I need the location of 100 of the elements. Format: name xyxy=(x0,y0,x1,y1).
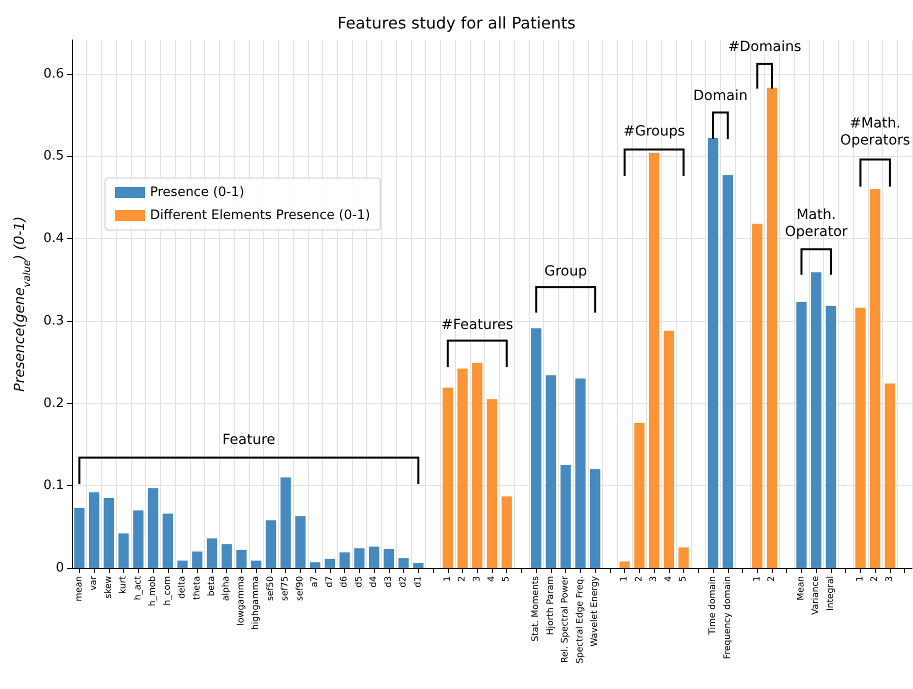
x-tick-label: d3 xyxy=(384,576,394,588)
bar xyxy=(472,362,482,568)
bar xyxy=(855,308,866,568)
x-tick-label: 3 xyxy=(649,576,660,582)
bar xyxy=(192,552,202,568)
bar xyxy=(560,465,571,568)
x-tick-label: highgamma xyxy=(251,576,262,630)
annotation: Math. Operator xyxy=(784,206,848,240)
x-tick-label: 1 xyxy=(442,576,453,582)
x-tick-label: 2 xyxy=(634,576,644,582)
bar xyxy=(133,510,144,568)
bar xyxy=(310,562,320,568)
x-tick-label: Frequency domain xyxy=(722,576,733,660)
x-tick-label: h_mob xyxy=(148,576,158,606)
bar xyxy=(177,560,188,568)
bar xyxy=(266,520,276,568)
bar xyxy=(339,552,350,568)
annotation: #Math. Operators xyxy=(840,115,910,148)
annotation: Group xyxy=(544,263,588,280)
x-tick-label: h_com xyxy=(162,576,173,606)
bar xyxy=(870,189,880,568)
bar xyxy=(324,558,336,568)
bar xyxy=(708,138,718,568)
bar xyxy=(634,423,645,568)
x-tick-label: sef90 xyxy=(295,576,306,601)
x-tick-label: lowgamma xyxy=(236,576,246,626)
x-tick-label: Time domain xyxy=(708,576,718,636)
y-tick-label: 0.4 xyxy=(43,231,64,246)
bar xyxy=(486,399,498,568)
x-tick-label: Variance xyxy=(811,576,822,615)
y-tick-label: 0.2 xyxy=(43,396,64,411)
x-tick-label: 2 xyxy=(458,576,468,582)
x-tick-label: alpha xyxy=(222,576,232,601)
chart-title: Features study for all Patients xyxy=(337,14,576,32)
x-tick-label: delta xyxy=(178,576,188,599)
bar xyxy=(884,383,896,568)
bar xyxy=(531,328,542,568)
bar xyxy=(826,306,836,568)
bar xyxy=(442,388,453,568)
bar xyxy=(619,561,630,568)
bar xyxy=(648,152,660,568)
x-tick-label: d6 xyxy=(340,576,350,588)
x-tick-label: Integral xyxy=(826,576,836,611)
x-tick-label: beta xyxy=(207,576,217,596)
bar xyxy=(722,175,733,568)
x-tick-label: d2 xyxy=(398,576,409,588)
x-tick-label: 1 xyxy=(620,576,630,582)
legend-label: Different Elements Presence (0-1) xyxy=(150,208,370,223)
annotation: Domain xyxy=(693,88,748,104)
bar xyxy=(251,560,262,568)
x-tick-label: d1 xyxy=(413,576,424,588)
bar xyxy=(74,508,85,568)
annotation: #Groups xyxy=(623,123,685,140)
bar xyxy=(236,550,247,568)
x-tick-label: sef75 xyxy=(280,576,291,601)
bar xyxy=(280,477,291,568)
x-tick-label: h_act xyxy=(133,576,144,600)
y-tick-label: 0.3 xyxy=(43,313,64,328)
bar xyxy=(413,563,424,568)
x-tick-label: 4 xyxy=(664,576,674,582)
annotation: #Features xyxy=(441,316,514,333)
x-tick-label: theta xyxy=(192,576,202,600)
bar xyxy=(811,272,822,568)
y-tick-label: 0.6 xyxy=(43,66,64,82)
x-tick-label: kurt xyxy=(118,576,129,594)
x-tick-label: d5 xyxy=(354,576,364,588)
x-tick-label: Rel. Spectral Power xyxy=(560,576,571,663)
bar xyxy=(88,492,100,568)
x-tick-label: 3 xyxy=(472,576,482,582)
bar xyxy=(398,558,409,568)
x-tick-label: 1 xyxy=(855,576,866,582)
x-tick-label: 5 xyxy=(502,576,512,582)
bar xyxy=(590,469,600,568)
bar xyxy=(368,546,380,568)
x-tick-label: mean xyxy=(74,576,84,602)
bar xyxy=(796,302,807,568)
x-tick-label: d7 xyxy=(324,576,335,588)
bar xyxy=(118,533,129,568)
bar xyxy=(678,547,689,568)
bar xyxy=(766,88,778,568)
x-tick-label: a7 xyxy=(310,576,320,588)
y-tick-label: 0 xyxy=(56,560,64,576)
x-tick-label: Spectral Edge Freq. xyxy=(575,576,586,664)
x-tick-label: d4 xyxy=(369,576,380,588)
x-tick-label: skew xyxy=(104,576,114,598)
bar xyxy=(162,514,173,568)
x-tick-label: sef50 xyxy=(266,576,276,601)
x-tick-label: 4 xyxy=(487,576,497,582)
x-tick-label: 1 xyxy=(752,576,762,582)
bar xyxy=(148,488,158,568)
y-tick-label: 0.5 xyxy=(43,148,64,164)
bar xyxy=(546,375,556,568)
bar xyxy=(222,544,232,568)
x-tick-label: 5 xyxy=(678,576,689,582)
bar xyxy=(206,538,218,568)
bar xyxy=(664,330,674,568)
y-tick-label: 0.1 xyxy=(43,478,64,494)
annotation: Feature xyxy=(222,432,276,448)
bar xyxy=(384,549,394,568)
bar xyxy=(752,224,762,568)
